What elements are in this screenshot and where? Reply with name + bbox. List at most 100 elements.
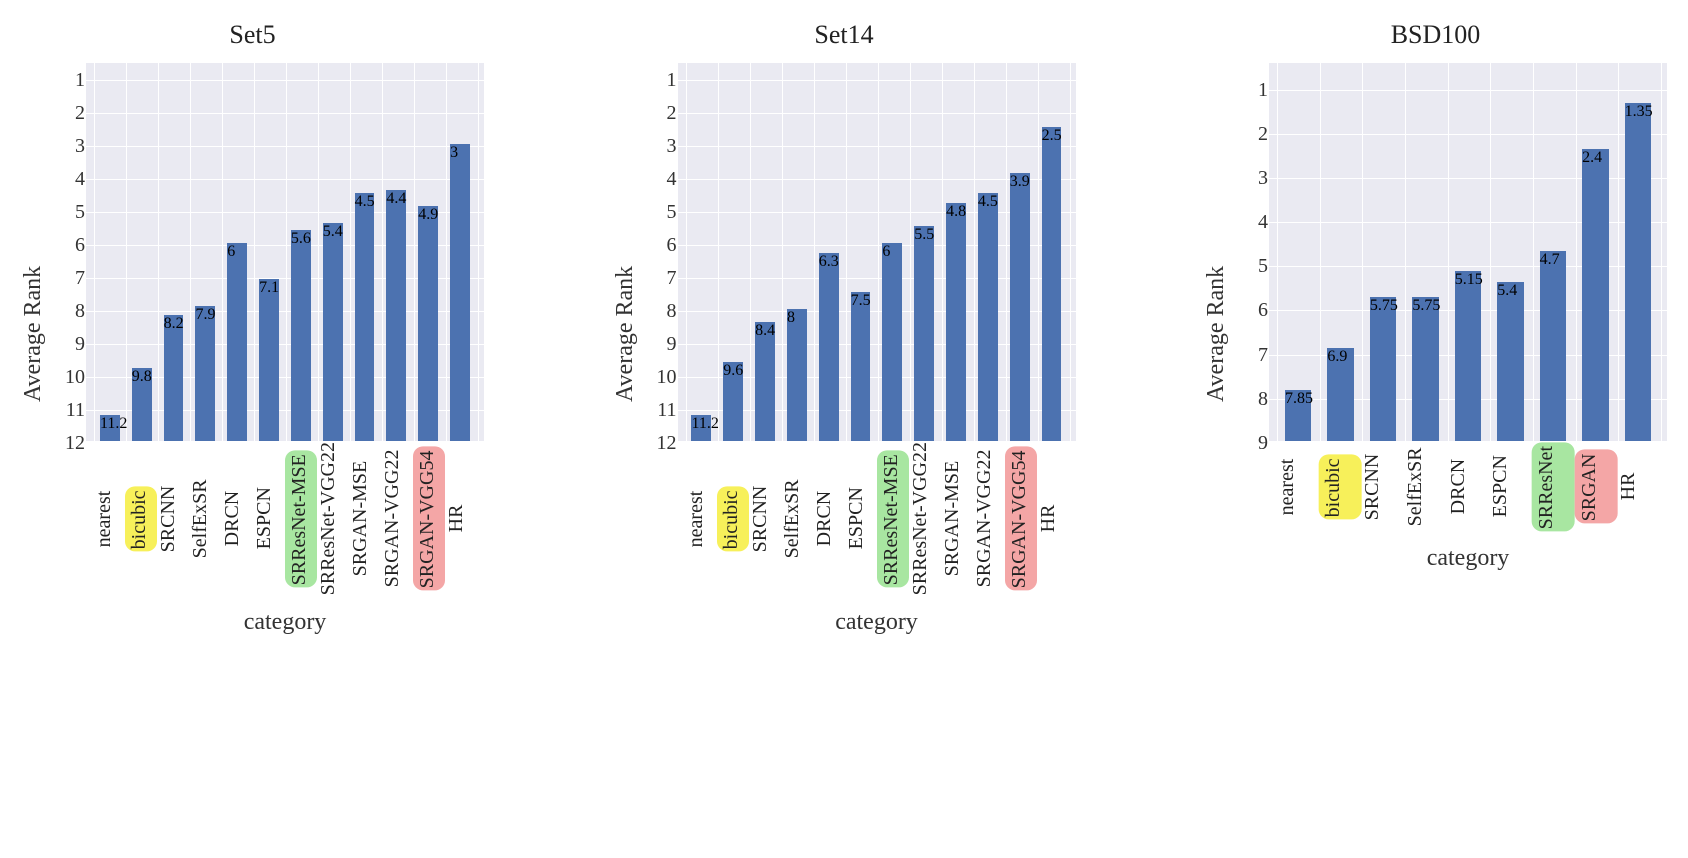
x-tick: SRCNN [1361,442,1404,537]
y-tick: 3 [667,135,677,158]
x-tick: SRGAN-VGG22 [973,442,1005,601]
bar: 8 [787,309,807,441]
x-tick-label: bicubic [1319,454,1362,519]
x-tick: SelfExSR [781,442,813,601]
bar: 6.9 [1327,348,1353,441]
x-tick-label: SRCNN [749,485,781,552]
y-tick: 6 [667,234,677,257]
y-tick: 11 [66,399,85,422]
bar: 5.4 [1497,282,1523,441]
y-tick: 9 [1258,432,1268,455]
bar: 11.2 [100,415,120,441]
panel-title: BSD100 [1391,20,1481,50]
bar: 2.5 [1042,127,1062,441]
y-tick: 12 [657,432,677,455]
bar: 7.85 [1285,390,1311,441]
x-tick-label: nearest [1276,458,1319,515]
x-tick-label: SRResNet-VGG22 [317,442,349,595]
y-tick: 5 [667,201,677,224]
x-tick-label: SelfExSR [781,479,813,558]
x-tick: ESPCN [1489,442,1532,537]
bars: 11.29.68.486.37.565.54.84.53.92.5 [678,63,1076,441]
y-tick: 4 [1258,211,1268,234]
x-tick: DRCN [221,442,253,601]
x-tick: nearest [1276,442,1319,537]
y-tick: 2 [75,102,85,125]
bar: 9.6 [723,362,743,441]
bar: 9.8 [132,368,152,441]
bar: 6 [227,243,247,441]
x-tick: bicubic [125,442,157,601]
y-tick: 2 [1258,123,1268,146]
x-tick: SRResNet-VGG22 [317,442,349,601]
y-tick: 8 [1258,388,1268,411]
x-tick-label: SRCNN [1361,453,1404,520]
bars: 7.856.95.755.755.155.44.72.41.35 [1269,63,1667,441]
x-tick: SRGAN [1575,442,1618,537]
y-tick: 3 [75,135,85,158]
x-tick: ESPCN [253,442,285,601]
bar: 3 [450,144,470,441]
y-tick: 1 [667,69,677,92]
bar: 1.35 [1625,103,1651,441]
x-tick-label: SRGAN-MSE [941,461,973,577]
y-tick: 7 [1258,344,1268,367]
x-tick-label: SRResNet-MSE [285,450,317,587]
bar: 6.3 [819,253,839,441]
x-tick: ESPCN [845,442,877,601]
x-tick: SRResNet [1532,442,1575,537]
x-tick-label: ESPCN [1489,456,1532,518]
plot-area: 7.856.95.755.755.155.44.72.41.35 [1268,62,1668,442]
panel-title: Set5 [229,20,275,50]
x-tick-label: HR [1617,473,1660,501]
x-tick-label: SelfExSR [189,479,221,558]
plot-area: 11.29.68.486.37.565.54.84.53.92.5 [677,62,1077,442]
x-tick-label: DRCN [1447,459,1490,515]
x-tick: SRCNN [749,442,781,601]
x-tick-label: ESPCN [253,488,285,550]
bar: 6 [882,243,902,441]
x-ticks: nearestbicubicSRCNNSelfExSRDRCNESPCNSRRe… [677,442,1077,601]
x-tick: SelfExSR [1404,442,1447,537]
chart-row: Average Rank1234567897.856.95.755.755.15… [1203,62,1668,572]
bar: 8.2 [164,315,184,441]
bar: 5.6 [291,230,311,441]
x-tick-label: SRGAN-MSE [349,461,381,577]
x-tick: SRGAN-VGG54 [1005,442,1037,601]
y-tick: 6 [1258,299,1268,322]
y-tick: 8 [667,300,677,323]
x-tick: SRResNet-MSE [285,442,317,601]
x-tick-label: SRGAN [1575,450,1618,524]
panel-2: BSD100Average Rank1234567897.856.95.755.… [1203,20,1668,572]
y-ticks: 123456789 [1236,62,1268,442]
y-axis-label: Average Rank [20,62,47,442]
x-tick: bicubic [1319,442,1362,537]
x-tick-label: nearest [93,490,125,547]
y-axis-label: Average Rank [612,62,639,442]
x-tick: SRGAN-VGG22 [381,442,413,601]
x-tick-label: SRGAN-VGG54 [413,447,445,591]
y-tick: 8 [75,300,85,323]
y-tick: 7 [667,267,677,290]
y-ticks: 123456789101112 [53,62,85,442]
bar: 4.5 [355,193,375,441]
x-tick-label: nearest [685,490,717,547]
y-tick: 12 [65,432,85,455]
bar: 5.4 [323,223,343,441]
y-tick: 1 [75,69,85,92]
x-tick-label: SRCNN [157,485,189,552]
x-tick: SRResNet-VGG22 [909,442,941,601]
plot-area: 11.29.88.27.967.15.65.44.54.44.93 [85,62,485,442]
bar: 8.4 [755,322,775,441]
x-tick-label: SelfExSR [1404,447,1447,526]
bar: 4.8 [946,203,966,441]
x-tick-label: SRGAN-VGG54 [1005,447,1037,591]
x-tick: bicubic [717,442,749,601]
y-tick: 11 [657,399,676,422]
y-tick: 9 [75,333,85,356]
bar: 7.9 [195,306,215,441]
x-tick: HR [1617,442,1660,537]
x-ticks: nearestbicubicSRCNNSelfExSRDRCNESPCNSRRe… [85,442,485,601]
x-tick-label: HR [1037,505,1069,533]
bar: 7.5 [851,292,871,441]
